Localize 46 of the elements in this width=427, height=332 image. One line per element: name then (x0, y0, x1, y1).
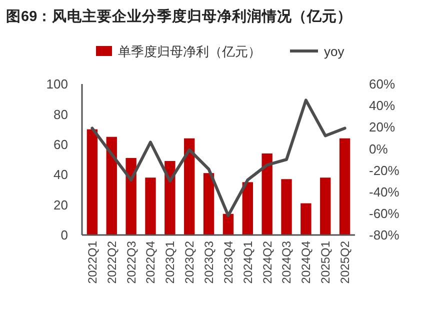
y2-tick-label: 0% (369, 141, 388, 156)
x-tick-label: 2023Q2 (182, 240, 197, 284)
x-tick-label: 2024Q3 (280, 240, 294, 284)
x-tick-label: 2024Q4 (299, 240, 314, 284)
bar (203, 173, 214, 235)
bar (126, 158, 136, 235)
x-tick-label: 2024Q2 (260, 240, 274, 284)
bar (339, 138, 350, 235)
y-tick-label: 20 (54, 197, 68, 212)
y2-tick-label: 20% (369, 120, 396, 135)
bar (300, 203, 312, 235)
x-tick-label: 2024Q1 (240, 240, 255, 284)
y-tick-label: 60 (54, 136, 68, 152)
line-series (90, 98, 346, 218)
bar (184, 138, 195, 235)
x-tick-label: 2025Q2 (338, 240, 352, 284)
y-tick-label: 0 (60, 228, 68, 243)
x-tick-label: 2023Q4 (221, 240, 236, 284)
bar (281, 179, 292, 235)
bar (242, 182, 253, 235)
x-tick-label: 2022Q4 (144, 240, 158, 284)
bar (86, 129, 98, 235)
y2-tick-label: -20% (369, 162, 400, 178)
y-tick-label: 40 (54, 167, 68, 182)
x-tick-label: 2022Q3 (124, 240, 138, 284)
x-tick-label: 2023Q3 (202, 240, 216, 284)
bar (320, 178, 331, 235)
y2-tick-label: -60% (369, 206, 400, 221)
x-tick-label: 2022Q2 (104, 240, 119, 284)
bar (164, 161, 176, 235)
x-tick-label: 2025Q1 (318, 240, 333, 284)
y2-tick-label: -80% (369, 228, 400, 243)
bar (145, 178, 156, 235)
x-tick-label: 2022Q1 (85, 240, 100, 284)
legend-label: yoy (324, 44, 345, 59)
y2-tick-label: -40% (369, 184, 400, 200)
chart-title: 图69：风电主要企业分季度归母净利润情况（亿元） (6, 7, 352, 25)
legend-label: 单季度归母净利（亿元） (118, 44, 261, 59)
y2-tick-label: 60% (369, 76, 396, 92)
y-tick-label: 100 (46, 76, 68, 92)
bar (106, 136, 117, 235)
y-tick-label: 80 (54, 106, 68, 122)
y2-tick-label: 40% (369, 98, 396, 114)
x-tick-label: 2023Q1 (163, 240, 178, 284)
bar (262, 153, 272, 235)
bar (222, 214, 234, 235)
